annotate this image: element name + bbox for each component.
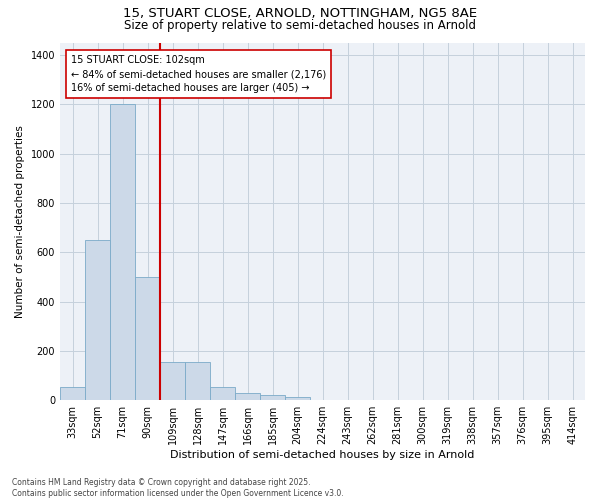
- Text: 15 STUART CLOSE: 102sqm
← 84% of semi-detached houses are smaller (2,176)
16% of: 15 STUART CLOSE: 102sqm ← 84% of semi-de…: [71, 55, 326, 93]
- X-axis label: Distribution of semi-detached houses by size in Arnold: Distribution of semi-detached houses by …: [170, 450, 475, 460]
- Bar: [285, 396, 310, 400]
- Bar: [85, 240, 110, 400]
- Bar: [185, 362, 210, 400]
- Y-axis label: Number of semi-detached properties: Number of semi-detached properties: [15, 125, 25, 318]
- Text: Size of property relative to semi-detached houses in Arnold: Size of property relative to semi-detach…: [124, 18, 476, 32]
- Bar: [60, 386, 85, 400]
- Bar: [210, 386, 235, 400]
- Text: Contains HM Land Registry data © Crown copyright and database right 2025.
Contai: Contains HM Land Registry data © Crown c…: [12, 478, 344, 498]
- Bar: [110, 104, 135, 400]
- Bar: [235, 393, 260, 400]
- Bar: [160, 362, 185, 400]
- Bar: [135, 277, 160, 400]
- Bar: [260, 396, 285, 400]
- Text: 15, STUART CLOSE, ARNOLD, NOTTINGHAM, NG5 8AE: 15, STUART CLOSE, ARNOLD, NOTTINGHAM, NG…: [123, 8, 477, 20]
